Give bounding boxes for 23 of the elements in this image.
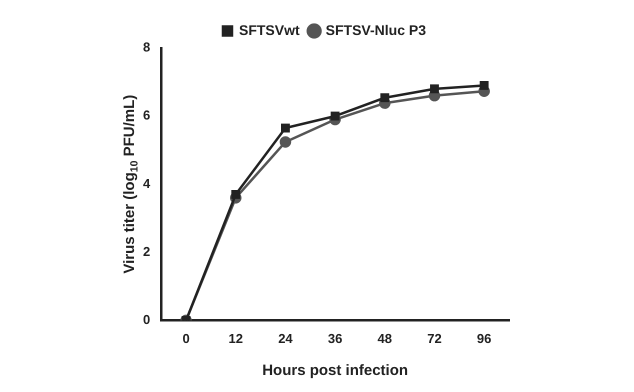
y-tick-label: 6 [142, 108, 150, 123]
legend-label: SFTSVwt [238, 22, 300, 38]
x-tick-label: 24 [278, 330, 294, 346]
legend-label: SFTSV-Nluc P3 [326, 22, 426, 38]
x-axis-title: Hours post infection [262, 362, 408, 380]
y-tick-label: 4 [142, 176, 151, 191]
y-tick-label: 0 [142, 312, 150, 327]
point [430, 84, 439, 94]
y-axis-title: Virus titer (log10 PFU/mL) [121, 94, 140, 274]
point [280, 136, 292, 148]
point [330, 112, 340, 121]
x-tick-label: 12 [228, 330, 243, 346]
point [231, 190, 240, 199]
point [480, 81, 489, 90]
y-tick-label: 2 [142, 244, 150, 259]
point [380, 93, 390, 102]
y-tick-label: 8 [142, 40, 150, 55]
x-tick-label: 48 [378, 330, 392, 346]
x-tick-label: 36 [328, 330, 342, 346]
x-tick-label: 0 [182, 330, 190, 346]
x-tick-label: 72 [427, 330, 442, 346]
x-tick-label: 96 [476, 330, 492, 346]
point [281, 124, 290, 132]
